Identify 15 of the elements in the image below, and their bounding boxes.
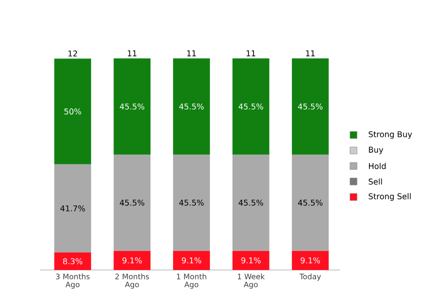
- bar: [173, 154, 210, 251]
- bar: [232, 250, 270, 270]
- bar: [232, 154, 270, 251]
- bar: [114, 250, 150, 270]
- bar: [54, 164, 92, 252]
- bar: [292, 58, 329, 155]
- bar: [54, 58, 92, 164]
- bar: [292, 154, 329, 251]
- bar: [173, 58, 210, 155]
- bar: [54, 252, 92, 270]
- bar: [114, 58, 150, 155]
- bar: [114, 154, 150, 251]
- bar: [292, 250, 329, 270]
- bar: [232, 58, 270, 155]
- bar: [173, 250, 210, 270]
